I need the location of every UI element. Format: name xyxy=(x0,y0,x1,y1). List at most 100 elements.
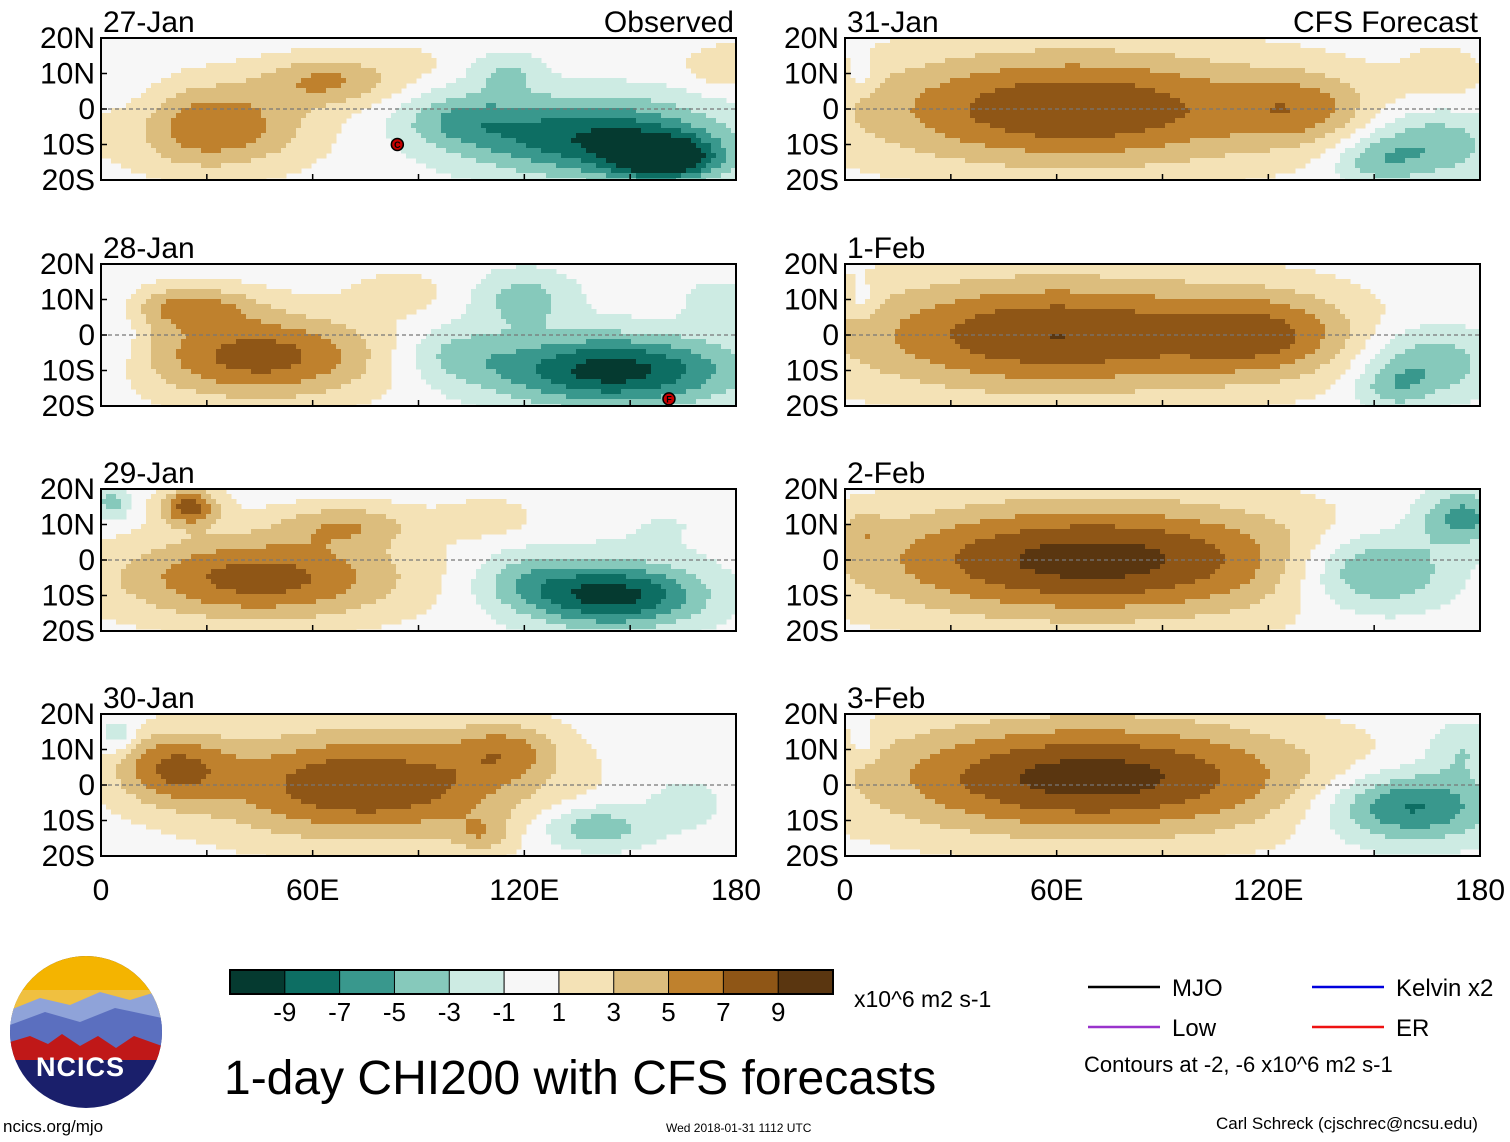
field-cell xyxy=(266,58,272,64)
field-cell xyxy=(361,299,367,305)
field-cell xyxy=(536,359,542,365)
field-cell xyxy=(661,384,667,390)
field-cell xyxy=(106,153,112,159)
field-cell xyxy=(366,344,372,350)
field-cell xyxy=(211,329,217,335)
field-cell xyxy=(186,294,192,300)
field-cell xyxy=(566,349,572,355)
field-cell xyxy=(136,108,142,114)
field-cell xyxy=(681,369,687,375)
field-cell xyxy=(421,123,427,129)
field-cell xyxy=(106,113,112,119)
field-cell xyxy=(536,123,542,129)
field-cell xyxy=(536,284,542,290)
field-cell xyxy=(376,294,382,300)
field-cell xyxy=(341,48,347,54)
field-cell xyxy=(366,78,372,84)
field-cell xyxy=(216,369,222,375)
field-cell xyxy=(186,369,192,375)
field-cell xyxy=(326,83,332,89)
field-cell xyxy=(651,118,657,124)
field-cell xyxy=(411,274,417,280)
field-cell xyxy=(706,354,712,360)
field-cell xyxy=(371,384,377,390)
field-cell xyxy=(616,379,622,385)
field-cell xyxy=(356,359,362,365)
field-cell xyxy=(376,329,382,335)
field-cell xyxy=(476,103,482,109)
field-cell xyxy=(516,138,522,144)
field-cell xyxy=(586,349,592,355)
field-cell xyxy=(391,274,397,280)
field-cell xyxy=(176,279,182,285)
field-cell xyxy=(531,299,537,305)
field-cell xyxy=(571,284,577,290)
field-cell xyxy=(471,168,477,174)
field-cell xyxy=(526,304,532,310)
field-cell xyxy=(141,344,147,350)
field-cell xyxy=(656,324,662,330)
field-cell xyxy=(231,83,237,89)
field-cell xyxy=(366,83,372,89)
field-cell xyxy=(456,128,462,134)
field-cell xyxy=(416,158,422,164)
field-cell xyxy=(436,133,442,139)
field-cell xyxy=(146,324,152,330)
field-cell xyxy=(326,68,332,74)
field-cell xyxy=(396,118,402,124)
field-cell xyxy=(136,158,142,164)
field-cell xyxy=(161,118,167,124)
field-cell xyxy=(671,334,677,340)
field-cell xyxy=(481,58,487,64)
field-cell xyxy=(301,319,307,325)
field-cell xyxy=(366,53,372,59)
field-cell xyxy=(716,48,722,54)
field-cell xyxy=(261,58,267,64)
field-cell xyxy=(286,364,292,370)
field-cell xyxy=(276,113,282,119)
field-cell xyxy=(541,379,547,385)
field-cell xyxy=(231,148,237,154)
field-cell xyxy=(211,359,217,365)
field-cell xyxy=(306,344,312,350)
field-cell xyxy=(416,133,422,139)
field-cell xyxy=(696,168,702,174)
field-cell xyxy=(221,113,227,119)
field-cell xyxy=(226,63,232,69)
field-cell xyxy=(531,364,537,370)
field-cell xyxy=(131,148,137,154)
field-cell xyxy=(656,123,662,129)
field-cell xyxy=(286,83,292,89)
field-cell xyxy=(486,123,492,129)
field-cell xyxy=(671,98,677,104)
field-cell xyxy=(721,374,727,380)
field-cell xyxy=(636,83,642,89)
field-cell xyxy=(156,334,162,340)
field-cell xyxy=(451,103,457,109)
field-cell xyxy=(281,158,287,164)
field-cell xyxy=(731,48,736,54)
field-cell xyxy=(711,123,717,129)
field-cell xyxy=(191,384,197,390)
field-cell xyxy=(516,279,522,285)
field-cell xyxy=(656,148,662,154)
field-cell xyxy=(416,284,422,290)
field-cell xyxy=(241,148,247,154)
field-cell xyxy=(711,299,717,305)
field-cell xyxy=(501,88,507,94)
field-cell xyxy=(421,339,427,345)
field-cell xyxy=(336,379,342,385)
field-cell xyxy=(131,324,137,330)
field-cell xyxy=(436,364,442,370)
field-cell xyxy=(251,88,257,94)
field-cell xyxy=(246,133,252,139)
field-cell xyxy=(126,309,132,315)
field-cell xyxy=(326,374,332,380)
field-cell xyxy=(676,98,682,104)
field-cell xyxy=(206,359,212,365)
field-cell xyxy=(576,93,582,99)
field-cell xyxy=(146,349,152,355)
field-cell xyxy=(201,88,207,94)
field-cell xyxy=(621,108,627,114)
field-cell xyxy=(181,123,187,129)
